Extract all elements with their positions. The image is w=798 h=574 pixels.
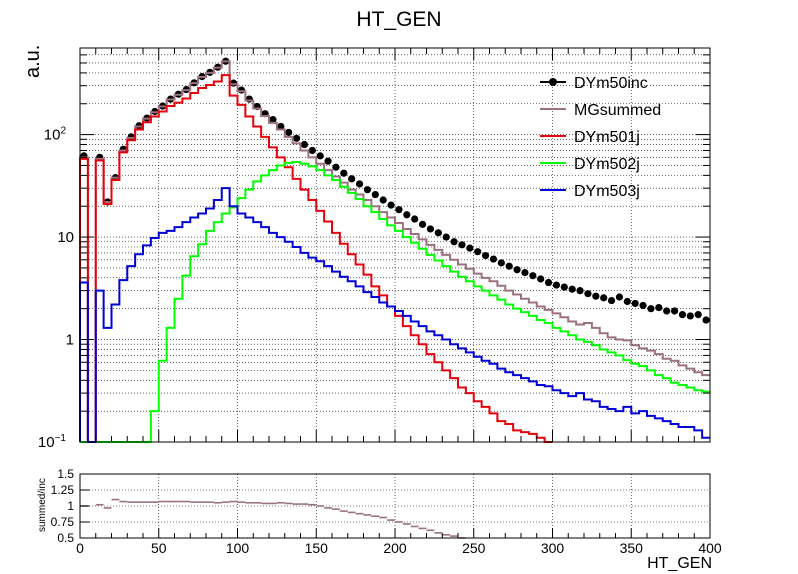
point	[403, 211, 411, 219]
point	[678, 311, 687, 319]
series-MGsummed	[79, 60, 710, 443]
point	[497, 259, 505, 267]
x-tick-label: 0	[76, 540, 84, 556]
point	[348, 175, 356, 183]
legend-label: DYm502j	[574, 156, 640, 173]
point	[229, 79, 238, 87]
x-tick-label: 350	[620, 540, 644, 556]
point	[631, 299, 639, 308]
point	[639, 301, 647, 310]
point	[418, 220, 427, 228]
point	[694, 311, 702, 319]
ratio-series	[80, 498, 466, 539]
point	[489, 255, 498, 263]
point	[686, 312, 694, 320]
point	[277, 122, 285, 131]
bottom-axes: 0.5 0.75 1 1.25 1.5 0 50 100 150 200 250 300 350 400	[51, 467, 722, 556]
point	[434, 229, 442, 237]
top-plot-frame	[79, 47, 711, 443]
point	[505, 262, 513, 270]
point	[663, 307, 671, 315]
point	[371, 190, 379, 199]
point	[544, 278, 553, 287]
point	[529, 272, 537, 280]
point	[576, 287, 584, 295]
x-tick-label: 150	[305, 540, 329, 556]
point	[237, 86, 246, 94]
point	[552, 281, 561, 289]
point	[411, 215, 419, 223]
y-tick-label: 1	[67, 499, 74, 513]
point	[655, 303, 663, 312]
x-tick-label: 100	[226, 540, 250, 556]
bottom-x-axis-label: HT_GEN	[647, 555, 712, 572]
point	[363, 186, 372, 194]
series-DYm503j	[79, 187, 710, 443]
point	[623, 297, 631, 306]
point	[308, 146, 316, 155]
legend-marker	[549, 78, 557, 86]
point	[600, 294, 608, 302]
point	[647, 305, 655, 313]
y-tick-label: 102	[44, 126, 67, 144]
x-tick-label: 300	[541, 540, 565, 556]
point	[607, 296, 616, 305]
y-tick-label: 1.25	[51, 483, 75, 497]
point	[285, 128, 293, 137]
bottom-plot-frame	[79, 473, 711, 539]
x-tick-label: 250	[462, 540, 486, 556]
point	[481, 251, 490, 260]
point	[537, 275, 545, 283]
point	[442, 233, 450, 241]
point	[395, 206, 403, 214]
series-DYm502j	[80, 161, 710, 443]
point	[592, 292, 600, 300]
legend-label: DYm503j	[574, 183, 640, 200]
y-tick-label: 1.5	[57, 467, 74, 481]
point	[560, 283, 568, 291]
point	[702, 316, 710, 324]
y-tick-label: 0.5	[57, 531, 74, 545]
legend-label: DYm50inc	[574, 75, 648, 92]
point	[379, 196, 387, 204]
point	[670, 307, 679, 315]
legend: DYm50inc MGsummed DYm501j DYm502j DYm503j	[540, 75, 661, 200]
bottom-series-layer	[80, 498, 466, 539]
point	[387, 201, 395, 209]
series-DYm501j	[79, 74, 553, 443]
point	[450, 238, 458, 246]
x-tick-label: 400	[698, 540, 722, 556]
point	[513, 266, 521, 274]
legend-label: DYm501j	[574, 129, 640, 146]
series-DYm50inc	[80, 57, 710, 324]
point	[474, 248, 482, 256]
legend-label: MGsummed	[574, 102, 661, 119]
x-tick-label: 50	[151, 540, 167, 556]
y-tick-label: 0.75	[51, 515, 75, 529]
point	[269, 116, 277, 124]
top-series-layer	[79, 57, 710, 443]
point	[458, 241, 466, 249]
y-tick-label: 10−1	[38, 433, 67, 451]
bottom-y-axis-label: summed/inc	[37, 478, 48, 532]
point	[300, 140, 309, 149]
y-tick-label: 10	[57, 229, 74, 246]
point	[466, 244, 474, 252]
point	[584, 290, 592, 298]
point	[316, 152, 324, 160]
x-tick-label: 200	[383, 540, 407, 556]
chart-title: HT_GEN	[356, 8, 442, 31]
point	[426, 225, 435, 233]
point	[292, 134, 301, 142]
point	[340, 169, 348, 177]
y-tick-label: 1	[66, 332, 74, 349]
point	[332, 163, 340, 171]
point	[355, 180, 364, 188]
point	[521, 268, 529, 277]
point	[615, 293, 624, 301]
point	[568, 285, 576, 293]
point	[324, 157, 332, 165]
point	[245, 95, 253, 103]
